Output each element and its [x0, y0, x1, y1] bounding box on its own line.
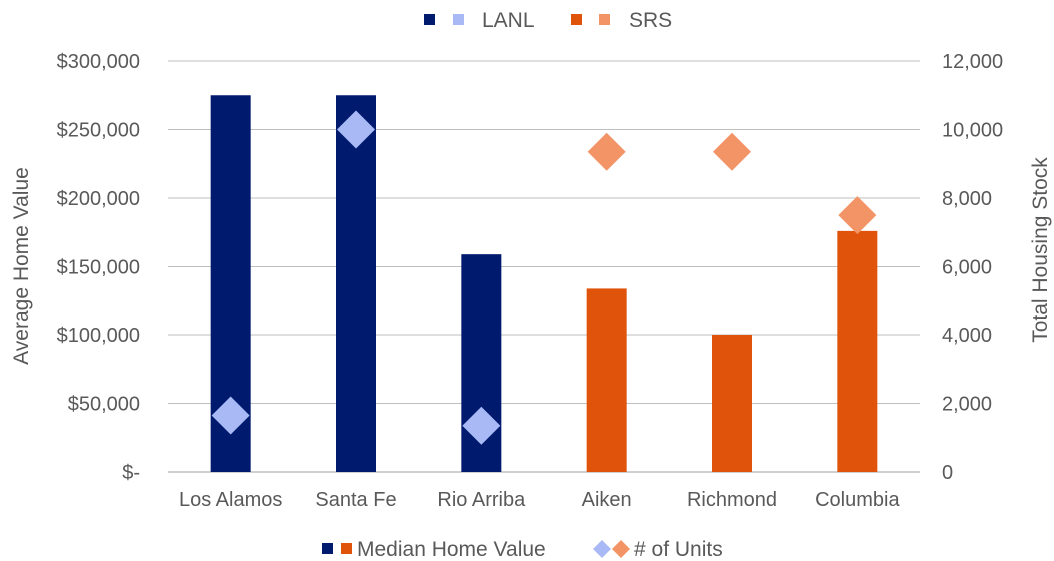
- y2-tick-label: 4,000: [942, 325, 992, 347]
- units-marker: [838, 196, 877, 235]
- x-tick-label: Los Alamos: [179, 489, 282, 511]
- units-marker: [462, 406, 501, 445]
- legend-label-lanl: LANL: [482, 9, 535, 32]
- y2-tick-label: 2,000: [942, 394, 992, 416]
- bar: [712, 335, 752, 472]
- units-marker: [587, 132, 626, 171]
- bar: [336, 95, 376, 472]
- legend-swatch-lanl-marker: [453, 14, 464, 25]
- top-legend: LANL SRS: [424, 9, 672, 32]
- legend-label-median-home-value: Median Home Value: [357, 538, 546, 561]
- legend-swatch-units-srs: [612, 540, 630, 558]
- units-marker: [337, 110, 375, 149]
- legend-swatch-units-lanl: [593, 540, 611, 558]
- x-tick-label: Columbia: [815, 489, 900, 511]
- y-tick-label: $50,000: [68, 394, 140, 416]
- x-tick-label: Santa Fe: [315, 489, 396, 511]
- x-tick-label: Rio Arriba: [437, 489, 526, 511]
- y-tick-label: $250,000: [57, 120, 140, 142]
- legend-swatch-srs-marker: [599, 14, 610, 25]
- bottom-legend: Median Home Value # of Units: [322, 538, 723, 561]
- y2-tick-label: 6,000: [942, 257, 992, 279]
- legend-swatch-median-srs: [341, 543, 352, 554]
- marker-series: [211, 110, 877, 445]
- right-axis-ticks: 0 2,000 4,000 6,000 8,000 10,000 12,000: [942, 51, 1003, 484]
- y2-tick-label: 12,000: [942, 51, 1003, 73]
- bar-series: [210, 95, 878, 472]
- y2-tick-label: 10,000: [942, 120, 1003, 142]
- x-tick-label: Aiken: [582, 489, 632, 511]
- x-axis-ticks: Los Alamos Santa Fe Rio Arriba Aiken Richmon…: [179, 489, 900, 511]
- units-marker: [211, 396, 250, 435]
- y-tick-label: $-: [122, 462, 140, 484]
- y-axis-title: Average Home Value: [10, 167, 33, 365]
- y2-tick-label: 8,000: [942, 188, 992, 210]
- y-tick-label: $100,000: [57, 325, 140, 347]
- bar: [837, 230, 878, 472]
- legend-label-srs: SRS: [629, 9, 672, 32]
- x-tick-label: Richmond: [687, 489, 777, 511]
- legend-swatch-srs-bar: [571, 14, 582, 25]
- y-tick-label: $300,000: [57, 51, 140, 73]
- y-tick-label: $150,000: [57, 257, 140, 279]
- legend-swatch-median-lanl: [322, 543, 333, 554]
- legend-label-units: # of Units: [634, 538, 723, 561]
- y2-axis-title: Total Housing Stock: [1029, 157, 1052, 343]
- bar: [586, 288, 627, 472]
- y-tick-label: $200,000: [57, 188, 140, 210]
- gridlines: [168, 60, 920, 473]
- y2-tick-label: 0: [942, 462, 953, 484]
- units-marker: [713, 132, 751, 171]
- left-axis-ticks: $- $50,000 $100,000 $150,000 $200,000 $250,00…: [57, 51, 140, 484]
- legend-swatch-lanl-bar: [424, 14, 435, 25]
